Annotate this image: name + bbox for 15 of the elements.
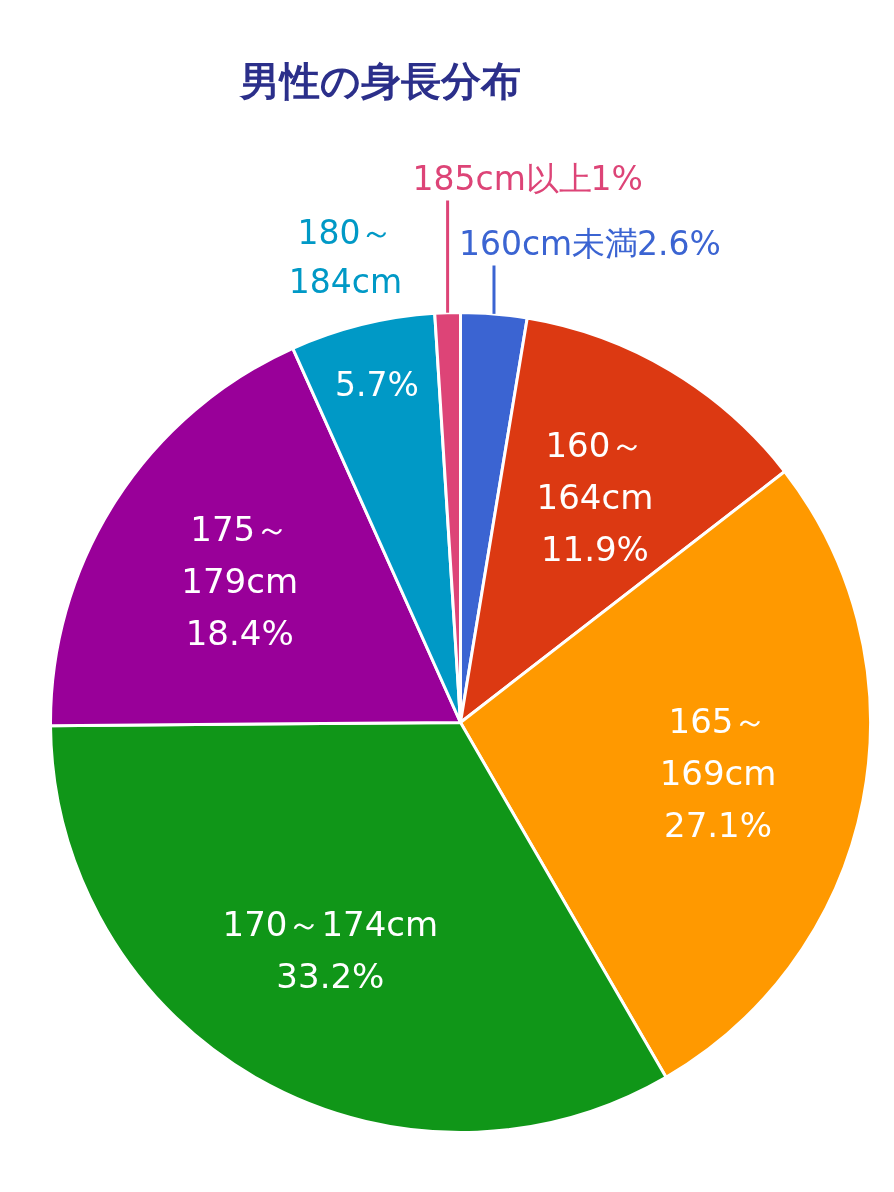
data-label: 5.7% <box>335 364 419 404</box>
slice-label: 165～ 169cm <box>659 700 777 793</box>
chart-title: 男性の身長分布 <box>239 57 521 104</box>
data-label: 27.1% <box>664 804 773 845</box>
data-label: 11.9% <box>540 529 649 570</box>
data-label: 1% <box>590 159 643 198</box>
slice-label: 160cm未満 <box>458 224 639 263</box>
data-label: 2.6% <box>636 224 721 263</box>
slice-label: 175～ 179cm <box>181 508 299 601</box>
slice-label: 180～ 184cm <box>288 212 403 301</box>
data-label: 33.2% <box>276 956 385 997</box>
slice-label: 170～174cm <box>222 904 439 945</box>
data-label: 18.4% <box>185 612 294 653</box>
slice-label: 160～ 164cm <box>536 425 654 518</box>
slice-label: 185cm以上 <box>412 159 592 198</box>
